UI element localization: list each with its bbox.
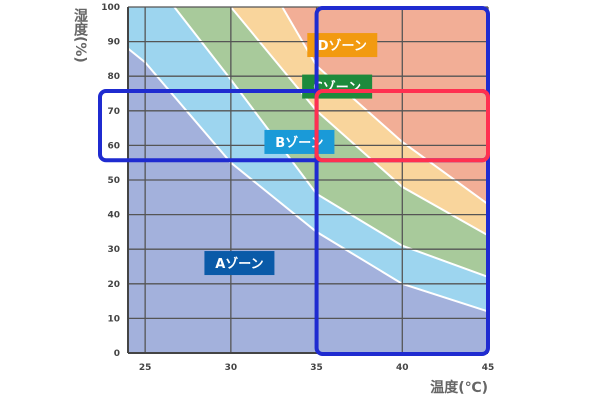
zone-boundary-line <box>230 6 489 237</box>
y-tick-label: 10 <box>107 314 120 324</box>
highlight-box <box>314 89 491 163</box>
zone-boundary-line <box>281 6 489 206</box>
zone-boundary-line <box>127 47 489 313</box>
zone-label-box <box>264 129 335 154</box>
highlight-box <box>314 6 491 356</box>
zone-label-text: Dゾーン <box>318 38 367 54</box>
y-tick-label: 100 <box>101 3 120 13</box>
zone-label-text: Bゾーン <box>275 135 323 151</box>
zone-label-text: Aゾーン <box>215 256 263 272</box>
zone-label-box <box>302 74 373 99</box>
y-tick-label: 60 <box>107 141 120 151</box>
zone-label: Bゾーン <box>264 129 335 154</box>
x-axis-label: 温度(℃) <box>430 379 488 396</box>
x-tick-label: 45 <box>482 363 495 373</box>
y-tick-label: 30 <box>107 245 120 255</box>
y-tick-label: 50 <box>107 176 120 186</box>
y-tick-label: 90 <box>107 38 120 48</box>
y-tick-label: 20 <box>107 280 120 290</box>
zone-label: Aゾーン <box>204 251 275 276</box>
y-axis-label: 湿度(%) <box>72 8 88 63</box>
y-tick-label: 70 <box>107 107 120 117</box>
zone-area-Aゾーン <box>128 48 488 354</box>
x-tick-label: 40 <box>396 363 409 373</box>
x-tick-label: 30 <box>225 363 238 373</box>
y-tick-label: 40 <box>107 211 120 221</box>
y-tick-label: 80 <box>107 72 120 82</box>
zone-label-box <box>204 251 275 276</box>
zone-label-box <box>307 33 378 58</box>
zone-label: Dゾーン <box>307 33 378 58</box>
zone-label: Cゾーン <box>302 74 373 99</box>
x-tick-label: 35 <box>310 363 323 373</box>
x-tick-label: 25 <box>139 363 152 373</box>
y-tick-label: 0 <box>114 349 120 359</box>
